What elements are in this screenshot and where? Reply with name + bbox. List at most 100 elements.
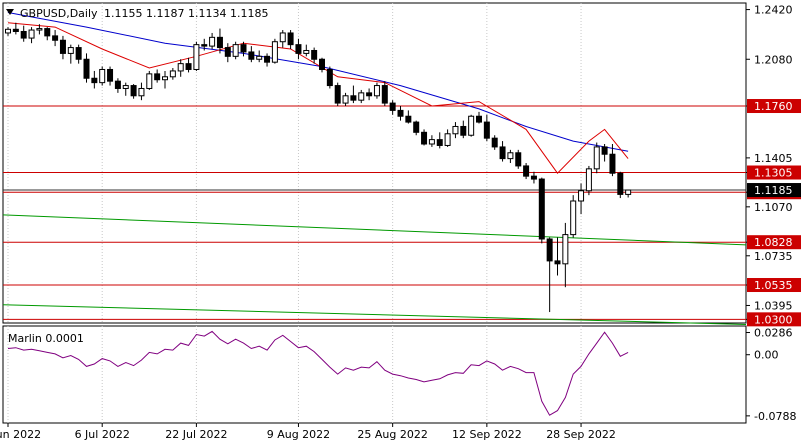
candle-body	[201, 44, 208, 47]
candle-body	[468, 115, 475, 136]
candle-body	[216, 36, 223, 49]
candle-body	[428, 139, 435, 145]
candle-body	[476, 115, 482, 123]
price-label-box	[747, 278, 801, 293]
candle-body	[554, 260, 561, 265]
candle-body	[130, 85, 137, 97]
candle-body	[295, 44, 302, 54]
candle-body	[483, 121, 490, 139]
candle-body	[326, 68, 333, 87]
candle-body	[5, 28, 11, 34]
candle-body	[28, 29, 35, 39]
candle-body	[413, 121, 420, 133]
candle-body	[491, 137, 498, 148]
oscillator-line	[7, 330, 629, 416]
candle-body	[436, 139, 443, 146]
candle-body	[397, 109, 404, 117]
candle-body	[52, 35, 59, 41]
current-price-box	[747, 183, 801, 198]
time-tick-label: 25 Aug 2022	[357, 428, 427, 441]
oscillator-label: Marlin 0.0001	[8, 332, 84, 345]
candle-body	[59, 39, 66, 54]
candle-body	[146, 73, 153, 89]
candle-body	[546, 238, 553, 262]
price-label-box	[747, 165, 801, 180]
candle-body	[515, 152, 522, 167]
candle-body	[601, 146, 608, 155]
price-tick-label: 1.0735	[754, 250, 793, 263]
time-tick-label: 9 Aug 2022	[267, 428, 330, 441]
candle-body	[334, 85, 341, 104]
price-label-box	[747, 235, 801, 250]
price-label-text: 1.0300	[754, 313, 793, 326]
time-tick-label: 12 Sep 2022	[452, 428, 522, 441]
candle-body	[507, 152, 514, 160]
candle-body	[617, 172, 624, 195]
price-label-text: 1.1760	[754, 100, 793, 113]
candle-body	[452, 125, 459, 135]
candle-body	[44, 28, 51, 37]
price-tick-label: 1.2080	[754, 53, 793, 66]
candle-body	[593, 146, 600, 170]
candle-body	[342, 95, 349, 104]
candle-body	[405, 115, 412, 123]
oscillator-pane: Marlin 0.0001 0.0286 0.00 -0.0788	[2, 325, 796, 424]
candle-body	[373, 85, 380, 97]
candle-body	[193, 44, 200, 70]
price-tick-label: 1.2420	[754, 4, 793, 17]
osc-tick-label: -0.0788	[754, 410, 796, 423]
osc-tick-label: 0.0286	[754, 327, 793, 340]
time-tick-label: 22 Jul 2022	[165, 428, 227, 441]
collapse-triangle-icon[interactable]	[6, 9, 14, 15]
price-pane: 1.24201.20801.17601.14051.13051.11701.10…	[2, 2, 801, 327]
candle-body	[311, 49, 318, 60]
candle-body	[240, 44, 247, 53]
price-label-box	[747, 99, 801, 114]
price-tick-label: 1.1405	[754, 152, 793, 165]
candle-body	[530, 175, 537, 180]
time-tick-label: 6 Jul 2022	[75, 428, 130, 441]
candle-body	[421, 131, 428, 145]
ohlc-label: 1.1155 1.1187 1.1134 1.1185	[104, 7, 268, 20]
candle-body	[460, 125, 467, 136]
candle-body	[609, 153, 616, 174]
candle-body	[162, 76, 168, 81]
price-label-box	[747, 312, 801, 327]
candle-body	[499, 146, 506, 160]
candle-body	[67, 47, 74, 54]
trendline	[2, 304, 747, 325]
candle-body	[303, 49, 310, 54]
candle-body	[154, 73, 161, 81]
time-tick-label: 20 Jun 2022	[0, 428, 41, 441]
candle-body	[287, 32, 294, 46]
time-axis: 20 Jun 2022 6 Jul 2022 22 Jul 2022 9 Aug 20…	[0, 423, 616, 441]
price-label-text: 1.1305	[754, 166, 793, 179]
candle-body	[578, 190, 585, 202]
price-tick-label: 1.1070	[754, 201, 793, 214]
candle-body	[319, 58, 325, 70]
candle-body	[177, 63, 184, 72]
candle-body	[256, 55, 263, 60]
candle-body	[350, 95, 357, 101]
time-tick-label: 28 Sep 2022	[546, 428, 616, 441]
candle-body	[36, 28, 43, 31]
price-tick-label: 1.0395	[754, 299, 793, 312]
candle-body	[538, 178, 545, 240]
candle-body	[114, 80, 121, 89]
trendline	[2, 214, 747, 246]
candle-body	[358, 92, 365, 101]
candle-body	[91, 77, 98, 84]
candle-body	[523, 165, 530, 177]
symbol-label: GBPUSD,Daily	[20, 7, 98, 20]
oscillator-pane-frame	[2, 325, 747, 424]
ma-fast-line	[7, 22, 629, 174]
candle-body	[224, 47, 231, 57]
current-price-text: 1.1185	[754, 184, 793, 197]
candle-body	[271, 41, 278, 63]
price-label-text: 1.0828	[754, 236, 793, 249]
candle-body	[625, 189, 632, 195]
ma-slow-line	[7, 12, 629, 152]
candle-body	[122, 85, 129, 89]
candle-body	[232, 44, 239, 57]
